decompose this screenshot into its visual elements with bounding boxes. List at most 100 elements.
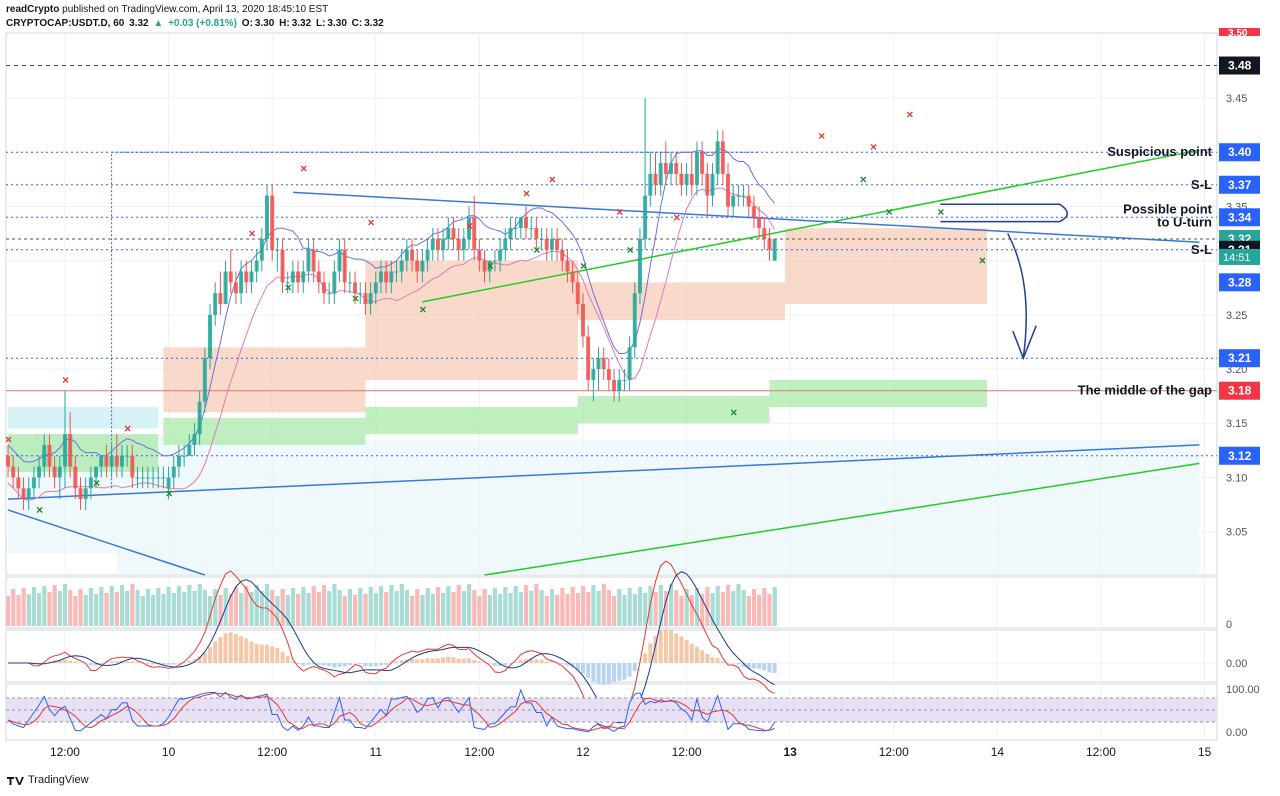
candle-body	[410, 249, 415, 261]
macd-histogram-bar	[726, 663, 731, 664]
candle-body	[358, 293, 363, 295]
trendline-3	[422, 149, 1200, 303]
candle-body	[492, 260, 497, 262]
stoch-k-line	[7, 688, 776, 733]
candle-body	[275, 249, 280, 251]
macd-histogram-bar	[446, 656, 451, 663]
macd-histogram-bar	[586, 663, 591, 679]
candle-body	[130, 455, 135, 478]
candle-body	[78, 488, 83, 500]
volume-bar	[632, 594, 637, 626]
symbol-name[interactable]: CRYPTOCAP:USDT.D, 60	[6, 18, 125, 29]
macd-histogram-bar	[762, 663, 767, 671]
macd-histogram-bar	[674, 633, 679, 663]
candle-body	[99, 455, 104, 467]
volume-bar	[176, 586, 182, 626]
macd-histogram-bar	[679, 636, 684, 663]
swing-low-marker: ×	[886, 205, 893, 219]
macd-histogram-bar	[306, 663, 311, 665]
candle-body	[259, 238, 264, 261]
candle-body	[663, 163, 668, 174]
author-name[interactable]: readCrypto	[6, 4, 60, 15]
stoch-0-label: 0.00	[1226, 727, 1247, 739]
volume-bar	[130, 584, 135, 626]
volume-bar	[420, 595, 425, 626]
brand-name[interactable]: TradingView	[28, 774, 89, 786]
x-tick-label: 12:00	[257, 745, 287, 759]
candle-body	[498, 249, 503, 261]
candle-body	[425, 249, 430, 261]
macd-histogram-bar	[539, 659, 544, 663]
candle-body	[591, 369, 596, 380]
macd-histogram-bar	[270, 646, 275, 663]
volume-bar	[736, 584, 741, 626]
price-badge-3.21	[1219, 349, 1260, 368]
x-tick-label: 12:00	[50, 745, 80, 759]
volume-bar	[275, 596, 280, 626]
candle-body	[342, 249, 347, 283]
swing-low-marker: ×	[419, 302, 426, 316]
candle-body	[524, 217, 528, 229]
candle-body	[726, 173, 731, 207]
volume-bar	[280, 589, 285, 626]
candle-body	[114, 455, 119, 467]
volume-bar	[192, 591, 197, 626]
volume-bar	[477, 596, 482, 626]
candle-body	[197, 401, 202, 435]
volume-bar	[503, 587, 508, 626]
volume-bar	[446, 586, 451, 626]
volume-bar	[208, 596, 213, 626]
y-tick-label: 3.05	[1226, 527, 1247, 539]
volume-bar	[378, 586, 384, 626]
volume-bar	[62, 584, 68, 626]
candle-body	[637, 238, 642, 294]
macd-histogram-bar	[627, 663, 632, 677]
price-badge-label-3.21: 3.21	[1228, 351, 1252, 365]
candle-body	[544, 238, 549, 250]
volume-bar	[451, 592, 456, 626]
volume-bar	[731, 591, 736, 626]
macd-histogram-bar	[772, 663, 777, 674]
macd-histogram-bar	[565, 663, 570, 666]
macd-histogram-bar	[430, 658, 435, 663]
volume-bar	[643, 593, 648, 626]
trendline-1	[7, 509, 206, 576]
volume-bar	[591, 585, 596, 626]
volume-bar	[472, 590, 477, 626]
macd-histogram-bar	[477, 661, 482, 663]
volume-bar	[430, 594, 435, 626]
low-label: L:	[315, 18, 326, 29]
macd-histogram-bar	[378, 663, 383, 666]
candle-body	[62, 434, 67, 467]
volume-bar	[140, 596, 145, 626]
volume-bar	[700, 594, 705, 626]
volume-bar	[83, 595, 88, 626]
candle-body	[389, 271, 394, 283]
macd-histogram-bar	[202, 652, 207, 663]
candle-body	[140, 477, 145, 479]
candle-body	[694, 152, 699, 185]
candle-body	[6, 455, 10, 467]
macd-histogram-bar	[192, 659, 197, 663]
volume-bar	[539, 590, 544, 626]
candle-body	[772, 238, 777, 261]
price-badge-clipped-label: 3.50	[1228, 28, 1248, 39]
volume-bar	[88, 588, 94, 626]
swing-high-marker: ×	[300, 162, 307, 176]
volume-bar	[498, 594, 503, 626]
volume-bar	[321, 585, 327, 626]
trendline-0	[7, 444, 1200, 500]
macd-histogram-bar	[130, 661, 135, 663]
candle-body	[580, 304, 585, 337]
volume-bar	[151, 595, 156, 626]
swing-low-marker: ×	[730, 405, 737, 419]
volume-bar	[637, 587, 643, 626]
candle-body	[265, 195, 269, 239]
candle-body	[321, 282, 326, 294]
macd-histogram-bar	[746, 663, 751, 669]
macd-histogram-bar	[285, 656, 290, 663]
candle-body	[549, 238, 554, 250]
volume-bar	[16, 595, 21, 626]
macd-histogram-bar	[410, 659, 415, 663]
